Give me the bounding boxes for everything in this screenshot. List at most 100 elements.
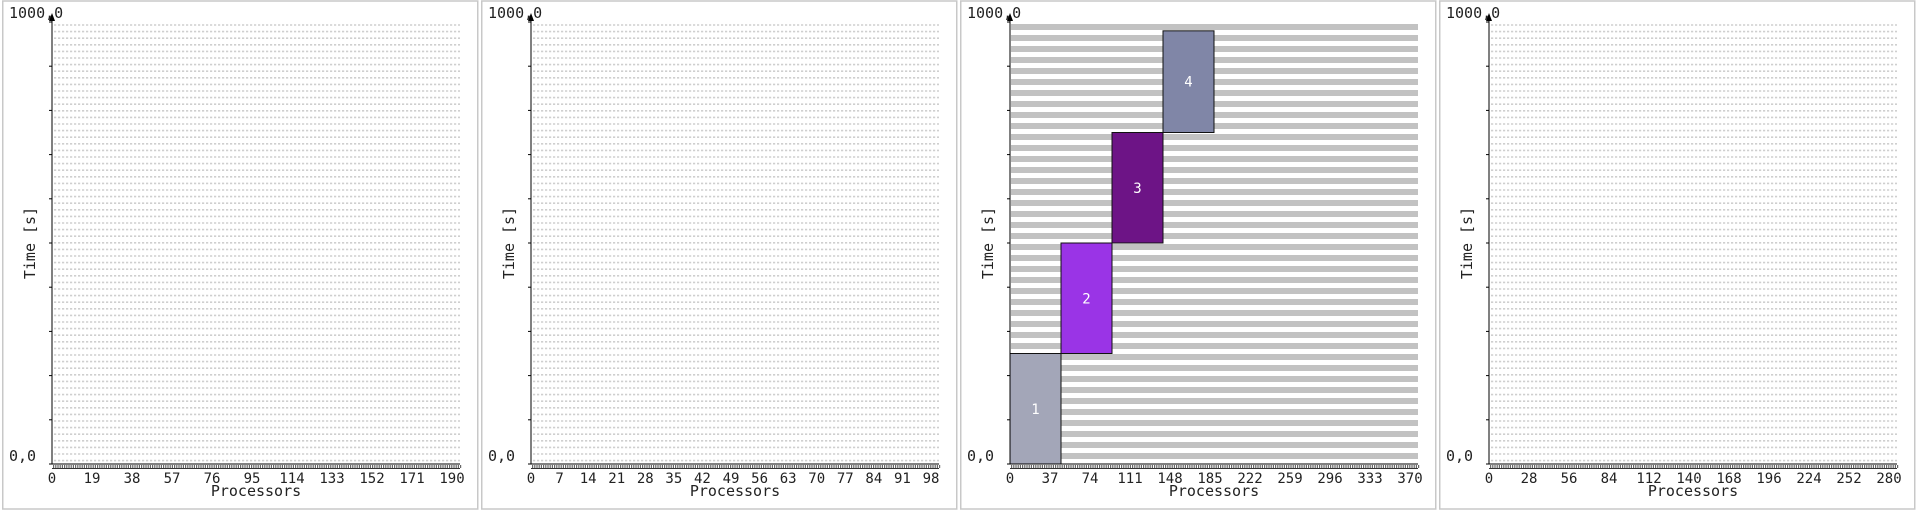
x-axis-minor-tick [1747,465,1749,468]
x-axis-minor-tick [919,465,921,468]
job-label: 1 [1031,402,1039,418]
x-axis-minor-tick [1352,465,1354,468]
y-max-label: 1000,0 [967,4,1021,22]
x-axis-minor-tick [325,465,327,468]
x-axis-minor-tick [1116,465,1118,468]
x-axis-minor-tick [88,465,90,468]
x-axis-minor-tick [1769,465,1771,468]
x-axis-minor-tick [57,465,59,468]
x-axis-minor-tick [892,465,894,468]
x-axis-minor-tick [705,465,707,468]
x-axis-minor-tick [1411,465,1413,468]
grid-stripe [1011,233,1418,239]
x-axis-minor-tick [105,465,107,468]
grid-stripe [1011,211,1418,217]
x-tick-label: 112 [1636,471,1661,487]
x-axis-minor-tick [1597,465,1599,468]
x-axis-minor-tick [1363,465,1365,468]
x-axis-minor-tick [1303,465,1305,468]
x-axis-minor-tick [1035,465,1037,468]
x-axis-minor-tick [273,465,275,468]
x-axis-minor-tick [1017,465,1019,468]
x-axis-minor-tick [1409,465,1411,468]
x-axis-minor-tick [1696,465,1698,468]
x-axis-minor-tick [1870,465,1872,468]
x-axis-minor-tick [1892,465,1894,468]
x-axis-minor-tick [1121,465,1123,468]
x-axis-minor-tick [1270,465,1272,468]
x-axis-minor-tick [697,465,699,468]
x-axis-minor-tick [145,465,147,468]
x-axis-minor-tick [648,465,650,468]
x-axis-minor-tick [782,465,784,468]
x-axis-minor-tick [193,465,195,468]
x-axis-minor-tick [378,465,380,468]
x-axis-minor-tick [897,465,899,468]
x-axis-minor-tick [749,465,751,468]
x-axis-minor-tick [1308,465,1310,468]
x-axis-minor-tick [556,465,558,468]
x-axis-minor-tick [125,465,127,468]
x-axis-minor-tick [1853,465,1855,468]
x-axis-minor-tick [1507,465,1509,468]
x-axis-minor-tick [646,465,648,468]
x-axis-minor-tick [1145,465,1147,468]
x-tick-label: 333 [1357,471,1382,487]
job-block-2 [1060,242,1113,354]
x-axis-minor-tick [692,465,694,468]
x-axis-minor-tick [121,465,123,468]
x-axis-minor-tick [1553,465,1555,468]
x-axis-minor-tick [1253,465,1255,468]
x-axis-minor-tick [339,465,341,468]
x-axis-minor-tick [1297,465,1299,468]
x-axis-minor-tick [1793,465,1795,468]
x-axis-minor-tick [213,465,215,468]
x-axis-minor-tick [807,465,809,468]
x-axis-minor-tick [547,465,549,468]
x-tick-label: 196 [1756,471,1781,487]
x-axis-minor-tick [1659,465,1661,468]
x-axis-minor-tick [185,465,187,468]
x-axis-minor-tick [1211,465,1213,468]
x-axis-minor-tick [1107,465,1109,468]
x-axis-minor-tick [1714,465,1716,468]
x-axis-minor-tick [554,465,556,468]
x-axis-minor-tick [1586,465,1588,468]
x-axis-minor-tick [374,465,376,468]
x-axis-minor-tick [306,465,308,468]
x-axis-minor-tick [1099,465,1101,468]
x-axis-minor-tick [1602,465,1604,468]
x-axis-minor-tick [259,465,261,468]
x-axis-minor-tick [1646,465,1648,468]
x-axis-minor-tick [310,465,312,468]
x-axis-minor-tick [1030,465,1032,468]
x-axis-minor-tick [97,465,99,468]
x-axis-minor-tick [1820,465,1822,468]
x-axis-minor-tick [424,465,426,468]
x-axis-minor-tick [699,465,701,468]
x-axis-minor-tick [152,465,154,468]
x-axis-minor-tick [624,465,626,468]
x-tick-label: 74 [1082,471,1099,487]
x-axis-minor-tick [268,465,270,468]
x-axis-minor-tick [1883,465,1885,468]
chart-panel-1: 1000,0 0,0 0 19 38 57 76 95 114 133 152 171 190 Proce… [2,0,479,510]
x-axis-minor-tick [1657,465,1659,468]
x-axis-minor-tick [1217,465,1219,468]
x-axis-minor-tick [1094,465,1096,468]
x-axis-minor-tick [571,465,573,468]
x-axis-minor-tick [532,465,534,468]
x-tick-label: 63 [780,471,797,487]
x-axis-minor-tick [189,465,191,468]
x-axis-minor-tick [284,465,286,468]
x-axis-minor-tick [609,465,611,468]
x-axis-minor-tick [1813,465,1815,468]
x-axis-minor-tick [1316,465,1318,468]
x-axis-minor-tick [1162,465,1164,468]
x-axis-minor-tick [86,465,88,468]
x-axis-minor-tick [1074,465,1076,468]
x-axis-minor-tick [1367,465,1369,468]
x-axis-minor-tick [681,465,683,468]
x-axis-minor-tick [187,465,189,468]
x-axis-minor-tick [226,465,228,468]
